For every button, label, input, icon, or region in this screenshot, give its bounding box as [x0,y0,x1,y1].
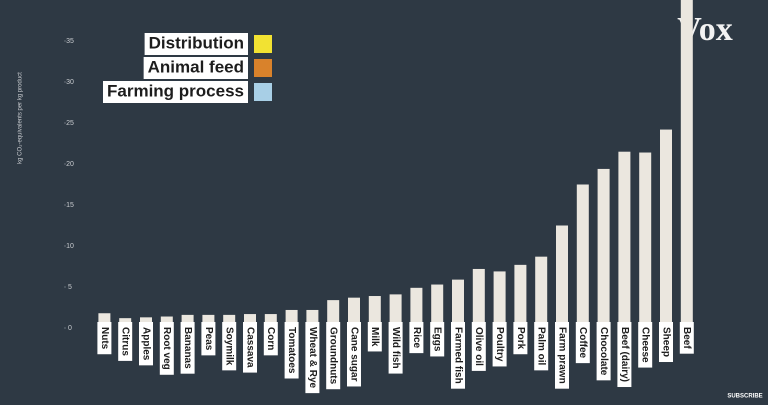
legend-label-bg [143,57,248,79]
bar [431,284,444,328]
x-tick-label: Palm oil [536,327,547,366]
legend-label: Distribution [149,33,244,52]
bar [535,256,548,328]
bar [514,264,527,328]
bar [493,271,506,328]
x-tick-label-bg [97,322,112,355]
x-tick-label-bg [388,322,403,374]
x-tick-label-bg [139,322,153,366]
y-tick-label: 25 [66,120,74,127]
x-tick-label-bg [263,322,278,356]
x-tick-label-bg [409,322,424,354]
bar [389,294,402,328]
x-tick-label-bg [243,322,257,373]
x-tick-label-bg [555,322,569,389]
bar [576,184,589,328]
bar [368,296,381,328]
y-tick-label: 30 [66,79,74,86]
x-tick-label: Nuts [99,327,110,350]
x-tick-label: Cane sugar [348,327,359,382]
x-tick-label: Olive oil [473,327,484,366]
x-tick-label-bg [659,322,673,363]
bar [452,279,464,328]
x-tick-label: Beef [681,327,692,349]
x-tick-label: Cheese [640,327,651,363]
x-tick-label-bg [284,322,299,379]
x-tick-label-bg [534,322,549,371]
bar [327,300,340,328]
x-tick-label-bg [575,322,590,364]
legend-label-bg [103,81,248,103]
x-tick-label-bg [471,322,486,371]
x-tick-label: Beef (dairy) [619,327,630,382]
x-tick-label-bg [326,322,341,390]
x-tick-label: Sheep [660,327,671,357]
x-tick-label-bg [159,322,174,375]
x-tick-label-bg [222,322,237,371]
x-tick-label-bg [492,322,507,367]
legend-label: Animal feed [148,57,244,76]
bar [348,297,360,328]
bar [597,168,610,328]
x-tick-label: Citrus [120,327,131,356]
x-tick-label: Tomatoes [286,327,297,374]
x-tick-label-bg [596,322,611,381]
bar [660,129,672,328]
bar [639,152,652,328]
x-tick-label-bg [679,322,694,354]
x-tick-label: Soymilk [224,327,235,366]
bar [680,0,693,328]
subscribe-button[interactable]: SUBSCRIBE [727,394,762,400]
y-tick-label: 20 [66,161,74,168]
x-tick-label-bg [638,322,653,368]
legend-label: Farming process [107,81,244,100]
x-tick-label: Groundnuts [328,327,339,385]
x-tick-label: Apples [140,327,151,361]
x-tick-label: Wild fish [390,327,401,369]
x-tick-label: Rice [411,327,422,349]
x-tick-label: Poultry [494,327,505,362]
x-tick-label: Farm prawn [556,327,567,384]
legend-swatch [254,35,272,53]
x-tick-label-bg [201,322,216,356]
x-tick-label: Wheat & Rye [307,327,318,389]
x-tick-label-bg [118,322,133,361]
y-tick-label: 10 [66,243,74,250]
x-tick-label-bg [347,322,361,387]
x-tick-label-bg [367,322,382,352]
x-tick-label: Coffee [577,327,588,359]
x-tick-label-bg [180,322,195,374]
x-tick-label-bg [430,322,445,357]
y-tick-label: 15 [66,202,74,209]
x-tick-label: Root veg [161,327,172,370]
x-tick-label-bg [305,322,320,394]
x-tick-label-bg [513,322,528,355]
legend-label-bg [144,33,248,55]
bar [556,225,568,328]
x-tick-label-bg [451,322,465,389]
y-tick-label: 0 [68,325,72,332]
x-tick-label: Corn [265,327,276,350]
legend-swatch [254,59,272,77]
x-tick-label-bg [617,322,632,388]
y-tick-label: 35 [66,38,74,45]
y-axis-title: kg CO₂-equivalents per kg product [18,72,24,164]
legend-swatch [254,83,272,101]
bar [472,268,485,328]
x-tick-label: Eggs [432,327,443,352]
x-tick-label: Chocolate [598,327,609,376]
bar [410,287,423,328]
x-tick-label: Peas [203,327,214,351]
x-tick-label: Pork [515,327,526,350]
y-tick-label: 5 [68,284,72,291]
bar [618,151,631,328]
x-tick-label: Cassava [244,327,255,368]
x-tick-label: Bananas [182,327,193,369]
x-tick-label: Farmed fish [452,327,463,384]
x-tick-label: Milk [369,327,380,347]
